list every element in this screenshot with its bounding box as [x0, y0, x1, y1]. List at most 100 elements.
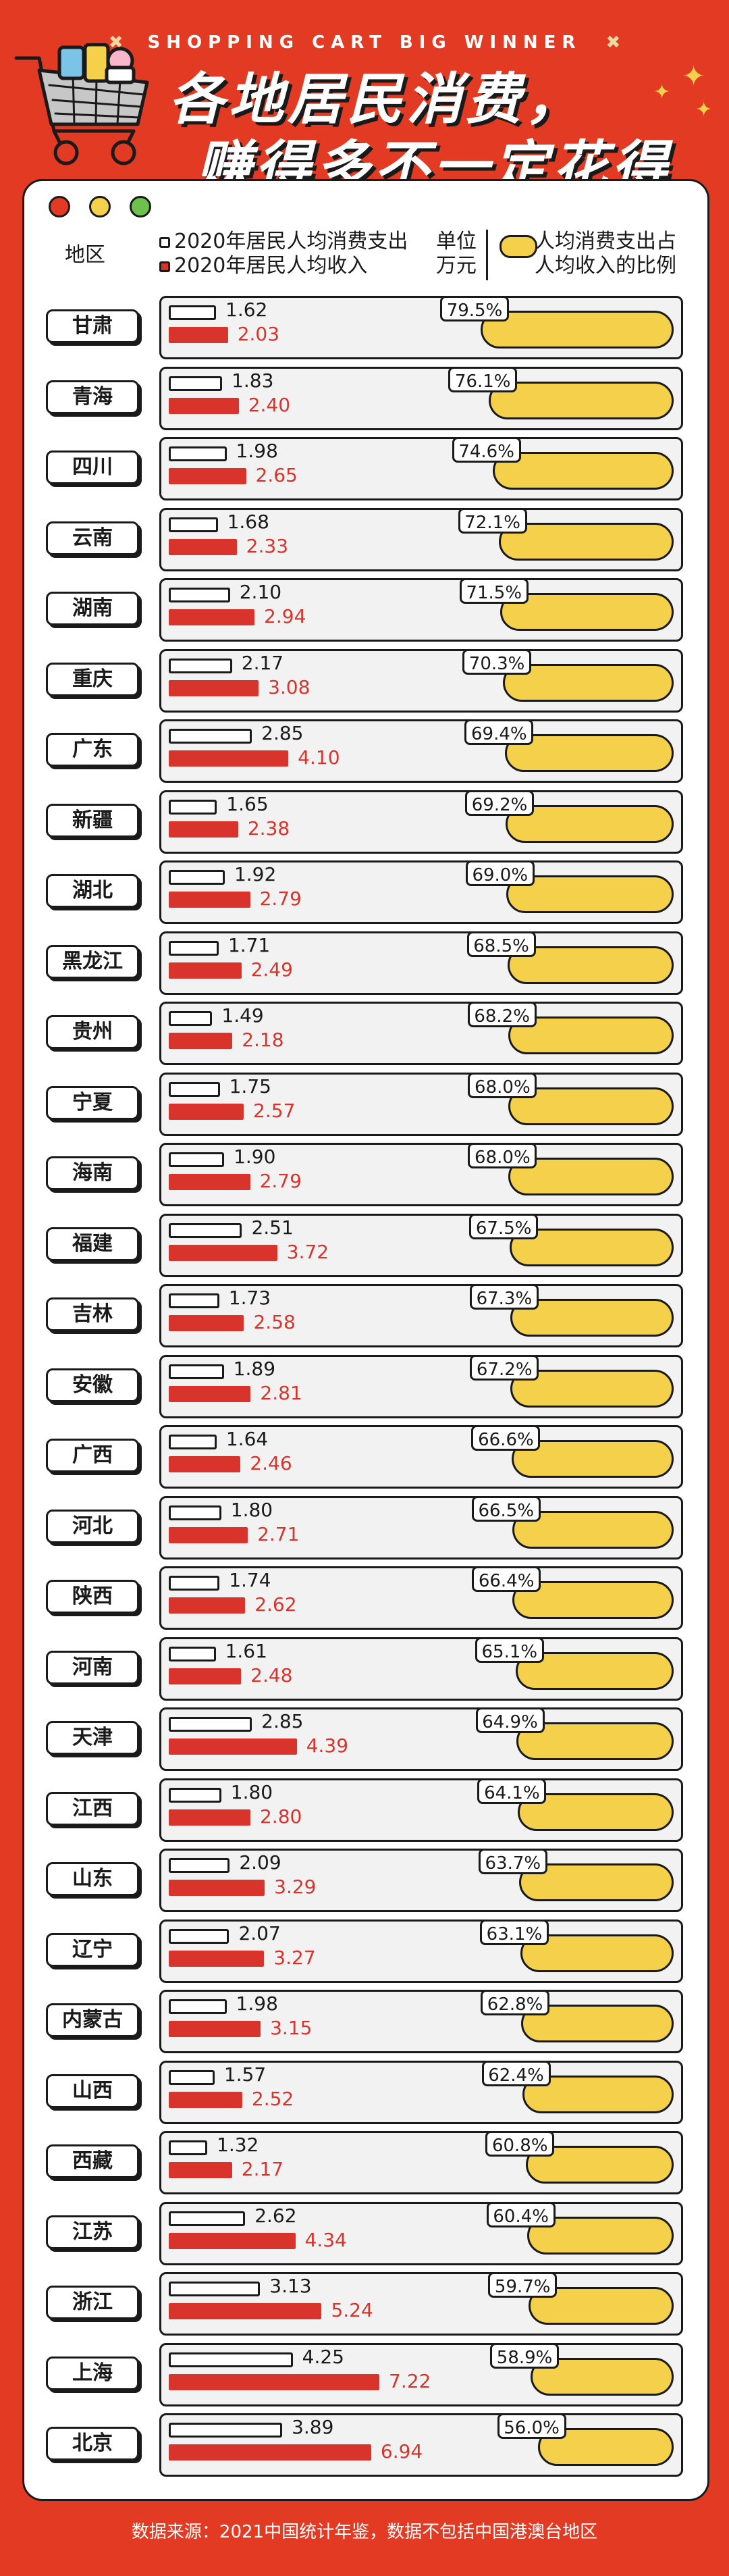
ratio-label: 62.8%: [481, 1990, 550, 2015]
value-spend: 2.17: [241, 651, 284, 674]
ratio-pill: [498, 522, 674, 561]
legend-ratio: 人均消费支出占 人均收入的比例: [535, 230, 676, 278]
value-spend: 2.62: [254, 2204, 297, 2227]
value-spend: 1.74: [229, 1569, 271, 1591]
sparkle-icon: ✦: [695, 98, 713, 122]
value-spend: 2.07: [238, 1922, 281, 1944]
bar-income: [169, 1456, 241, 1472]
value-spend: 1.73: [228, 1287, 271, 1309]
unit-line-1: 单位: [436, 230, 477, 253]
value-income: 2.71: [257, 1522, 300, 1545]
cross-icon: ✖: [605, 32, 621, 53]
value-spend: 2.85: [261, 1710, 304, 1732]
region-label: 甘肃: [46, 309, 139, 343]
ratio-label: 67.3%: [469, 1284, 539, 1310]
ratio-label: 69.4%: [464, 719, 534, 745]
value-income: 2.52: [251, 2087, 294, 2110]
value-spend: 1.75: [229, 1075, 271, 1098]
value-income: 3.72: [286, 1240, 329, 1263]
ratio-label: 69.2%: [465, 790, 535, 816]
value-spend: 1.68: [227, 510, 269, 533]
value-income: 4.34: [304, 2228, 347, 2251]
sparkle-icon: ✦: [682, 59, 706, 93]
value-income: 3.08: [268, 675, 310, 698]
title-line-1: 各地居民消费，: [169, 68, 585, 132]
value-income: 2.80: [259, 1805, 302, 1828]
bar-spend: [169, 799, 217, 815]
header-divider: [486, 230, 488, 280]
value-income: 2.79: [259, 1170, 302, 1192]
ratio-label: 67.5%: [469, 1213, 539, 1239]
window-dot-green: [130, 196, 151, 217]
bar-spend: [169, 1576, 220, 1591]
region-label: 黑龙江: [46, 944, 139, 979]
ratio-label: 56.0%: [497, 2413, 566, 2439]
bar-income: [169, 1950, 265, 1967]
region-label: 山东: [46, 1862, 139, 1896]
bar-spend: [169, 2140, 208, 2155]
bar-income: [169, 1597, 246, 1614]
value-spend: 1.49: [221, 1004, 264, 1027]
bar-income: [169, 2162, 232, 2178]
region-label: 四川: [46, 450, 139, 484]
bar-income: [169, 2232, 296, 2249]
region-label: 河北: [46, 1509, 139, 1543]
ratio-label: 70.3%: [462, 648, 532, 675]
value-spend: 1.98: [236, 440, 278, 462]
ratio-label: 79.5%: [440, 296, 509, 321]
value-income: 2.48: [250, 1664, 293, 1686]
ratio-label: 68.5%: [466, 931, 536, 957]
ratio-pill: [489, 381, 674, 419]
bar-income: [169, 2091, 242, 2108]
legend-ratio-swatch: [500, 235, 537, 258]
window-dot-yellow: [89, 196, 111, 217]
ratio-label: 71.5%: [459, 578, 529, 604]
region-label: 天津: [46, 1721, 139, 1755]
bar-income: [169, 892, 250, 908]
bar-income: [169, 1315, 244, 1331]
bar-spend: [169, 1858, 230, 1873]
ratio-pill: [500, 593, 674, 631]
bar-spend: [169, 870, 225, 885]
bar-spend: [169, 940, 219, 956]
region-label: 北京: [46, 2427, 139, 2461]
value-spend: 2.51: [251, 1216, 294, 1239]
region-label: 内蒙古: [46, 2003, 139, 2037]
region-label: 云南: [46, 521, 139, 555]
legend-spend-label: 2020年居民人均消费支出: [174, 230, 408, 253]
bar-income: [169, 1385, 251, 1402]
ratio-label: 67.2%: [470, 1354, 539, 1381]
ratio-pill: [481, 311, 674, 349]
value-spend: 1.89: [233, 1357, 276, 1380]
ratio-pill: [526, 2216, 674, 2255]
bar-income: [169, 1668, 242, 1684]
bar-income: [169, 679, 259, 696]
region-label: 江苏: [46, 2215, 139, 2249]
bar-spend: [169, 1505, 221, 1520]
value-income: 2.49: [250, 958, 293, 981]
bar-spend: [169, 2282, 261, 2296]
ratio-label: 65.1%: [475, 1637, 544, 1663]
bar-income: [169, 2303, 322, 2319]
ratio-label: 63.7%: [478, 1849, 547, 1874]
value-spend: 1.57: [223, 2063, 267, 2086]
value-spend: 3.89: [292, 2416, 334, 2438]
value-income: 2.17: [241, 2158, 284, 2180]
bar-spend: [169, 517, 218, 532]
bar-spend: [169, 1293, 219, 1308]
ratio-pill: [505, 734, 674, 772]
bar-spend: [169, 2069, 215, 2085]
ratio-label: 68.2%: [467, 1002, 537, 1027]
ratio-label: 76.1%: [448, 366, 518, 392]
bar-income: [169, 1174, 250, 1190]
value-income: 2.79: [259, 887, 302, 910]
value-spend: 1.65: [226, 792, 269, 815]
bar-income: [169, 327, 228, 343]
bar-spend: [169, 1081, 220, 1097]
legend-spend-swatch: [159, 236, 170, 248]
region-label: 青海: [46, 380, 139, 414]
bar-spend: [169, 2423, 283, 2438]
bar-income: [169, 1526, 248, 1543]
bar-income: [169, 468, 246, 484]
value-income: 2.94: [264, 605, 306, 627]
